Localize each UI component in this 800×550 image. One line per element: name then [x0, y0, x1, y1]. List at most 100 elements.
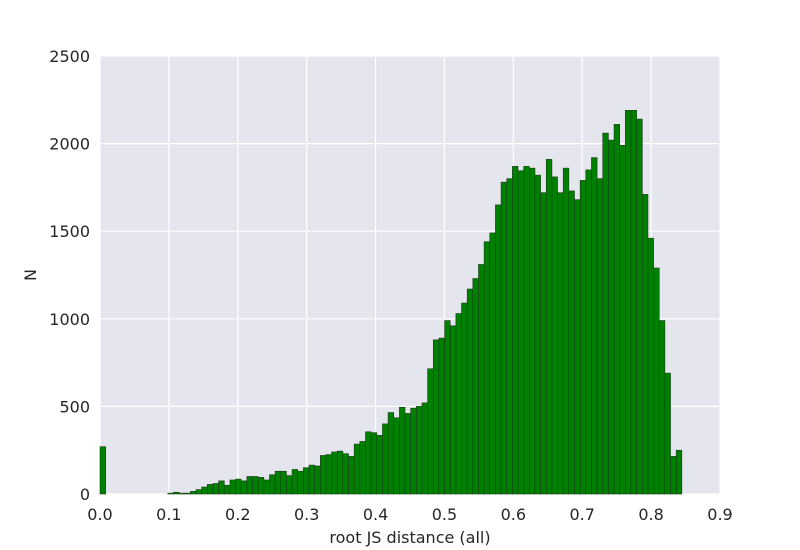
histogram-bar [596, 178, 604, 495]
histogram-bar [382, 423, 389, 495]
histogram-bar [240, 480, 248, 495]
x-tick-label: 0.3 [294, 505, 319, 524]
histogram-bar [472, 278, 479, 495]
histogram-bar [540, 192, 547, 495]
y-axis-label: N [21, 269, 40, 281]
histogram-bar [376, 435, 383, 495]
histogram-bar [562, 167, 570, 495]
histogram-bar [653, 267, 660, 495]
histogram-bar [495, 204, 502, 495]
histogram-bar [195, 489, 202, 495]
histogram-bar [557, 192, 564, 495]
histogram-bar [534, 174, 541, 495]
histogram-bar [579, 180, 587, 495]
x-tick-label: 0.2 [225, 505, 250, 524]
histogram-bar [506, 178, 513, 495]
histogram-bar [466, 288, 474, 495]
histogram-bars [99, 110, 683, 495]
histogram-bar [444, 320, 451, 495]
histogram-bar [449, 325, 457, 495]
y-tick-label: 1500 [49, 222, 90, 241]
histogram-bar [483, 241, 491, 495]
histogram-bar [500, 181, 508, 495]
histogram-bar [647, 237, 654, 495]
x-tick-label: 0.5 [432, 505, 457, 524]
histogram-bar [280, 470, 287, 495]
y-tick-label: 1000 [49, 310, 90, 329]
histogram-bar [613, 124, 620, 495]
histogram-bar [291, 469, 299, 495]
histogram-bar [348, 456, 355, 495]
histogram-bar [455, 313, 462, 495]
histogram-bar [630, 110, 637, 495]
histogram-bar [342, 453, 349, 495]
x-tick-label: 0.0 [87, 505, 112, 524]
histogram-bar [438, 337, 445, 495]
histogram-bar [568, 190, 575, 495]
histogram-bar [336, 450, 344, 495]
x-tick-label: 0.9 [707, 505, 732, 524]
histogram-bar [370, 432, 378, 495]
histogram-bar [252, 476, 259, 495]
y-tick-label: 0 [80, 485, 90, 504]
x-axis-label: root JS distance (all) [329, 528, 490, 547]
histogram-bar [263, 479, 270, 495]
histogram-bar [223, 484, 231, 495]
histogram-bar [410, 407, 417, 495]
y-tick-label: 500 [59, 397, 90, 416]
histogram-bar [619, 145, 626, 495]
histogram-bar [427, 368, 434, 495]
histogram-bar [190, 491, 197, 495]
x-tick-label: 0.7 [569, 505, 594, 524]
histogram-bar [235, 478, 242, 495]
histogram-bar [670, 456, 677, 495]
histogram-bar [489, 232, 496, 495]
histogram-bar [178, 492, 186, 495]
histogram-bar [359, 441, 366, 495]
x-tick-label: 0.4 [363, 505, 388, 524]
histogram-bar [387, 412, 395, 495]
histogram-bar [320, 455, 327, 495]
histogram-bar [399, 406, 406, 495]
y-tick-labels: 0 500 1000 1500 2000 2500 [49, 47, 90, 504]
x-tick-label: 0.1 [156, 505, 181, 524]
histogram-bar [218, 480, 225, 495]
histogram-bar [551, 176, 558, 495]
histogram-bar [664, 372, 671, 495]
histogram-bar [517, 170, 524, 495]
histogram-bar [167, 492, 174, 495]
histogram-bar [636, 118, 643, 495]
histogram-bar [212, 483, 219, 495]
histogram-bar [393, 417, 400, 495]
histogram-bar [184, 492, 191, 495]
histogram-bar [257, 477, 265, 495]
histogram-bar [545, 159, 553, 495]
histogram-bar [574, 199, 581, 495]
histogram-bar [269, 474, 276, 495]
histogram-bar [303, 467, 310, 495]
histogram-bar [432, 339, 440, 495]
histogram-bar [478, 264, 485, 495]
histogram-bar [461, 302, 468, 495]
histogram-bar [246, 476, 253, 495]
histogram-bar [99, 446, 106, 495]
histogram-bar [297, 470, 304, 495]
histogram-bar [416, 406, 423, 495]
histogram-bar [512, 166, 519, 495]
histogram-bar [602, 132, 609, 495]
histogram-bar [286, 475, 293, 495]
histogram-bar [529, 167, 536, 495]
histogram-bar [308, 464, 315, 495]
histogram-bar [658, 320, 666, 495]
histogram-bar [229, 479, 236, 495]
histogram-bar [274, 470, 282, 495]
histogram-bar [675, 449, 683, 495]
histogram-bar [201, 486, 208, 495]
histogram-bar [365, 431, 372, 495]
histogram-bar [404, 413, 411, 495]
y-tick-label: 2500 [49, 47, 90, 66]
histogram-bar [207, 484, 214, 495]
histogram-bar [314, 465, 321, 495]
